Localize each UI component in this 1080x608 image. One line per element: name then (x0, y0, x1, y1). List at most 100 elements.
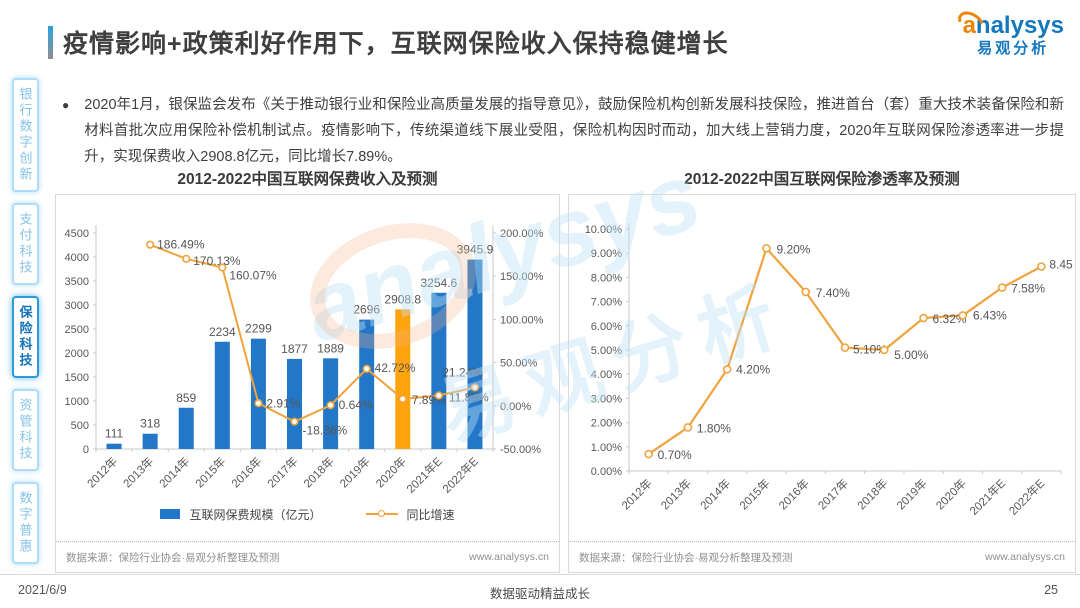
premium-chart: 0 500 1000 1500 2000 2500 3000 3500 4000 4500 -50.… (65, 225, 544, 496)
svg-text:5.10%: 5.10% (853, 343, 887, 357)
svg-text:0.64%: 0.64% (339, 398, 373, 412)
premium-source-row: 数据来源：保险行业协会·易观分析整理及预测 www.analysys.cn (56, 541, 559, 572)
svg-text:160.07%: 160.07% (229, 268, 277, 282)
svg-text:6.43%: 6.43% (973, 308, 1007, 322)
penetration-source-url[interactable]: www.analysys.cn (985, 551, 1065, 563)
svg-text:186.49%: 186.49% (157, 238, 205, 252)
svg-text:2015年: 2015年 (736, 476, 772, 512)
chart-card-penetration: 0.00% 1.00% 2.00% 3.00% 4.00% 5.00% 6.00% 7.00%… (568, 194, 1076, 573)
svg-text:200.00%: 200.00% (500, 228, 544, 240)
svg-text:100.00%: 100.00% (500, 314, 544, 326)
svg-text:3.00%: 3.00% (591, 393, 622, 405)
svg-text:1.80%: 1.80% (697, 421, 731, 435)
svg-text:5.00%: 5.00% (591, 345, 622, 357)
svg-text:2908.8: 2908.8 (384, 292, 421, 306)
svg-text:2012年: 2012年 (619, 476, 655, 512)
svg-text:2017年: 2017年 (264, 454, 300, 490)
svg-text:500: 500 (71, 420, 89, 432)
header: 疫情影响+政策利好作用下，互联网保险收入保持稳健增长 analysys 易观分析 (48, 7, 1080, 70)
svg-text:6.00%: 6.00% (591, 321, 622, 333)
footer-date: 2021/6/9 (18, 583, 67, 597)
page-number: 25 (1044, 583, 1058, 597)
svg-text:2017年: 2017年 (815, 476, 851, 512)
svg-text:2016年: 2016年 (776, 476, 812, 512)
sidebar-item-银行数字创新[interactable]: 银行数字创新 (11, 78, 39, 192)
svg-text:3000: 3000 (65, 300, 89, 312)
svg-text:2012年: 2012年 (84, 454, 120, 490)
svg-text:1500: 1500 (65, 372, 89, 384)
svg-text:2000: 2000 (65, 348, 89, 360)
svg-text:2021年E: 2021年E (403, 454, 445, 496)
svg-text:-18.36%: -18.36% (303, 424, 348, 438)
svg-text:2234: 2234 (209, 325, 236, 339)
svg-text:4500: 4500 (65, 228, 89, 240)
svg-text:3254.6: 3254.6 (421, 276, 458, 290)
chart-col-premium: 2012-2022中国互联网保费收入及预测 0 500 1000 1500 2000 25… (55, 167, 560, 573)
svg-text:1877: 1877 (281, 342, 308, 356)
svg-text:9.00%: 9.00% (591, 248, 622, 260)
svg-text:8.45%: 8.45% (1049, 258, 1073, 272)
svg-text:170.13%: 170.13% (193, 254, 241, 268)
premium-chart-legend: 互联网保费规模（亿元） 同比增速 (56, 501, 559, 527)
svg-text:2018年: 2018年 (854, 476, 890, 512)
footer: 2021/6/9 数据驱动精益成长 25 (0, 574, 1080, 608)
svg-text:0.70%: 0.70% (658, 448, 692, 462)
svg-text:1889: 1889 (317, 341, 344, 355)
sidebar-item-保险科技[interactable]: 保险科技 (11, 296, 39, 378)
svg-text:2022年E: 2022年E (1006, 476, 1048, 518)
bullet-block: ● 2020年1月，银保监会发布《关于推动银行业和保险业高质量发展的指导意见》，… (62, 92, 1064, 170)
chart-card-premium: 0 500 1000 1500 2000 2500 3000 3500 4000 4500 -50.… (55, 194, 560, 573)
svg-text:150.00%: 150.00% (500, 271, 544, 283)
sidebar-item-数字普惠[interactable]: 数字普惠 (11, 482, 39, 564)
svg-text:11.89%: 11.89% (449, 391, 489, 405)
svg-text:2014年: 2014年 (156, 454, 192, 490)
svg-text:3500: 3500 (65, 276, 89, 288)
svg-text:2.00%: 2.00% (591, 418, 622, 430)
svg-text:6.32%: 6.32% (933, 312, 967, 326)
svg-text:2020年: 2020年 (373, 454, 409, 490)
penetration-source-text: 数据来源：保险行业协会·易观分析整理及预测 (579, 551, 793, 564)
svg-text:2018年: 2018年 (301, 454, 337, 490)
analysys-swoosh-icon: a (953, 7, 988, 39)
sidebar-item-资管科技[interactable]: 资管科技 (11, 389, 39, 471)
title-accent-bar (48, 26, 53, 59)
svg-text:2696: 2696 (353, 303, 380, 317)
svg-text:42.72%: 42.72% (375, 361, 416, 375)
svg-text:2016年: 2016年 (228, 454, 264, 490)
page-title: 疫情影响+政策利好作用下，互联网保险收入保持稳健增长 (63, 30, 729, 58)
svg-text:9.20%: 9.20% (776, 242, 810, 256)
svg-text:5.00%: 5.00% (894, 348, 928, 362)
svg-text:7.58%: 7.58% (1011, 282, 1045, 296)
svg-text:2020年: 2020年 (933, 476, 969, 512)
svg-text:21.24%: 21.24% (442, 365, 483, 379)
premium-chart-title: 2012-2022中国互联网保费收入及预测 (177, 171, 438, 188)
footer-slogan: 数据驱动精益成长 (489, 587, 590, 601)
legend-bar-swatch (160, 509, 181, 519)
svg-text:2022年E: 2022年E (440, 454, 482, 496)
svg-text:50.00%: 50.00% (500, 358, 538, 370)
svg-text:4.00%: 4.00% (591, 369, 622, 381)
svg-text:2299: 2299 (245, 322, 272, 336)
svg-text:2019年: 2019年 (894, 476, 930, 512)
premium-source-url[interactable]: www.analysys.cn (469, 551, 549, 563)
logo-brand-cn: 易观分析 (977, 39, 1050, 57)
svg-text:1000: 1000 (65, 396, 89, 408)
svg-text:8.00%: 8.00% (591, 272, 622, 284)
sidebar: 银行数字创新支付科技保险科技资管科技数字普惠 (7, 78, 43, 564)
svg-text:7.00%: 7.00% (591, 297, 622, 309)
svg-text:2014年: 2014年 (697, 476, 733, 512)
svg-text:2019年: 2019年 (337, 454, 373, 490)
svg-text:2015年: 2015年 (192, 454, 228, 490)
svg-text:0: 0 (83, 444, 89, 456)
bullet-text: 2020年1月，银保监会发布《关于推动银行业和保险业高质量发展的指导意见》，鼓励… (84, 97, 1064, 165)
bullet-icon: ● (62, 98, 70, 112)
analysys-logo: analysys 易观分析 (953, 7, 1064, 57)
chart-col-penetration: 2012-2022中国互联网保险渗透率及预测 0.00% 1.00% 2.00% 3.… (568, 167, 1076, 573)
penetration-chart-title: 2012-2022中国互联网保险渗透率及预测 (684, 171, 960, 188)
svg-text:859: 859 (176, 391, 196, 405)
logo-brand: analysys (953, 7, 1064, 40)
svg-text:0.00%: 0.00% (500, 401, 531, 413)
sidebar-item-支付科技[interactable]: 支付科技 (11, 203, 39, 285)
svg-text:0.00%: 0.00% (591, 466, 622, 478)
